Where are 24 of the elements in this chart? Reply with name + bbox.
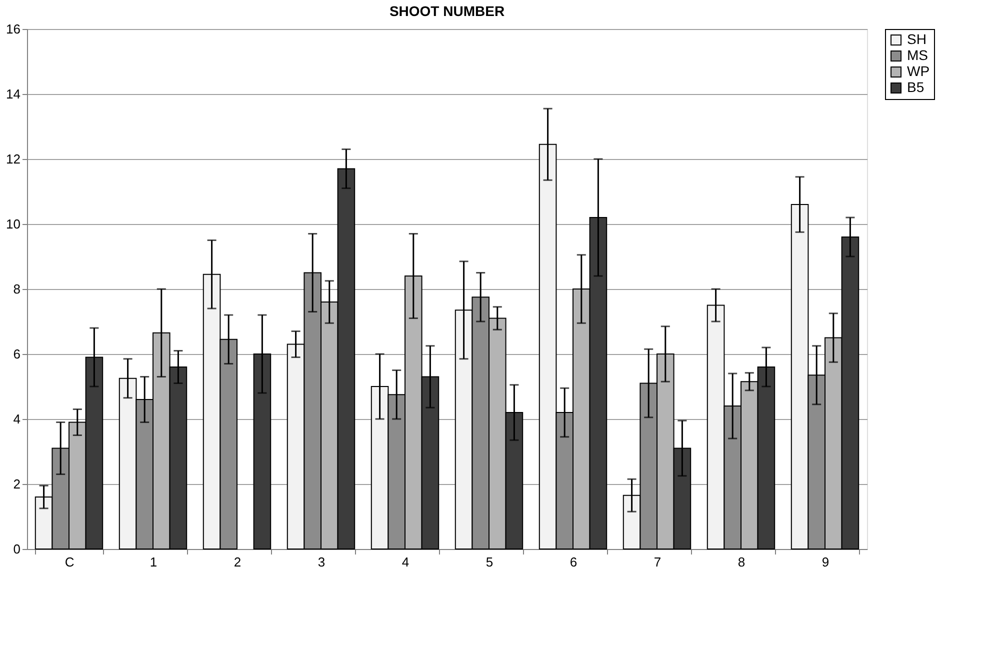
y-tick-label: 0	[13, 542, 20, 556]
legend-label: SH	[907, 31, 926, 47]
x-tick-label: 8	[738, 554, 746, 570]
y-tick-label: 4	[13, 412, 20, 426]
legend-label: B5	[907, 79, 924, 95]
x-tick-label: 9	[822, 554, 830, 570]
x-tick-label: C	[64, 554, 74, 570]
legend-label: WP	[907, 63, 930, 79]
y-tick-label: 12	[6, 152, 20, 166]
x-tick-label: 2	[234, 554, 242, 570]
y-tick-label: 8	[13, 282, 20, 296]
y-tick-label: 10	[6, 216, 20, 232]
y-tick-label: 14	[6, 86, 20, 102]
x-tick-label: 6	[570, 554, 578, 570]
x-tick-label: 7	[654, 554, 662, 570]
x-tick-label: 4	[402, 554, 410, 570]
legend-label: MS	[907, 47, 928, 63]
y-tick-label: 6	[13, 346, 20, 362]
x-tick-label: 3	[318, 554, 326, 570]
chart-title: SHOOT NUMBER	[389, 3, 505, 19]
x-tick-label: 1	[150, 554, 158, 570]
x-tick-label: 5	[486, 554, 494, 570]
y-tick-label: 16	[6, 22, 20, 36]
y-tick-label: 2	[13, 476, 20, 492]
